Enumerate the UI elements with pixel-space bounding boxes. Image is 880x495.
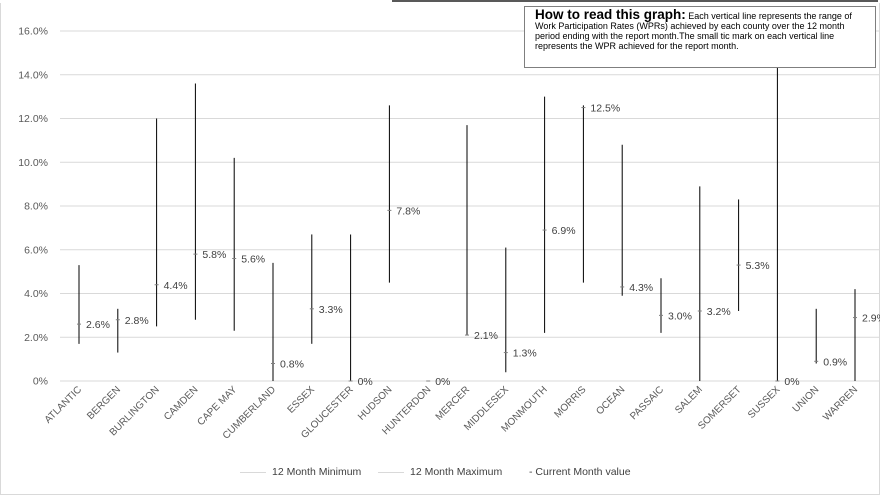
data-label: 0.8% [280,359,304,371]
legend-item-current: - Current Month value [529,466,631,478]
legend-swatch-minimum [240,471,266,473]
data-label: 2.8% [125,315,149,327]
legend-item-minimum: 12 Month Minimum [240,466,361,478]
category-label: SUSSEX [746,384,783,421]
y-tick-label: 6.0% [24,244,48,256]
legend-label-maximum: 12 Month Maximum [410,466,503,478]
y-tick-label: 16.0% [18,26,48,38]
y-tick-label: 2.0% [24,332,48,344]
data-label: 0% [435,376,450,388]
top-border [0,0,880,3]
legend-label-current: - Current Month value [529,466,631,478]
data-label: 1.3% [513,348,537,360]
how-to-read-body: Each vertical line represents the range … [535,11,852,51]
data-label: 0% [784,376,799,388]
y-tick-label: 10.0% [18,157,48,169]
legend: 12 Month Minimum 12 Month Maximum - Curr… [0,466,880,482]
data-label: 0% [358,376,373,388]
data-label: 5.6% [241,254,265,266]
y-tick-label: 0% [33,376,48,388]
category-label: PASSAIC [628,384,666,422]
how-to-read-box: How to read this graph: Each vertical li… [524,6,876,68]
category-label: MORRIS [552,384,588,420]
how-to-read-title: How to read this graph: [535,7,686,22]
data-label: 2.1% [474,330,498,342]
legend-item-maximum: 12 Month Maximum [378,466,502,478]
y-tick-label: 14.0% [18,69,48,81]
data-label: 3.2% [707,306,731,318]
category-label: BERGEN [85,384,123,422]
data-label: 2.9% [862,313,880,325]
category-label: ESSEX [286,384,318,416]
category-label: UNION [791,384,822,415]
data-label: 4.3% [629,282,653,294]
data-label: 7.8% [396,205,420,217]
y-tick-label: 12.0% [18,113,48,125]
data-label: 0.9% [823,356,847,368]
category-label: SALEM [673,384,705,416]
legend-label-minimum: 12 Month Minimum [272,466,362,478]
category-label: WARREN [821,384,860,423]
y-tick-label: 4.0% [24,288,48,300]
category-label: ATLANTIC [43,384,84,425]
data-label: 12.5% [590,103,620,115]
data-label: 3.0% [668,310,692,322]
data-label: 4.4% [164,280,188,292]
y-tick-label: 8.0% [24,201,48,213]
category-label: HUDSON [356,384,394,422]
data-label: 5.8% [202,249,226,261]
data-label: 5.3% [746,260,770,272]
category-label: MERCER [434,384,472,422]
category-label: CAMDEN [162,384,200,422]
legend-swatch-maximum [378,471,404,473]
data-label: 3.3% [319,304,343,316]
category-label: OCEAN [594,384,627,417]
data-label: 6.9% [552,225,576,237]
data-label: 2.6% [86,319,110,331]
